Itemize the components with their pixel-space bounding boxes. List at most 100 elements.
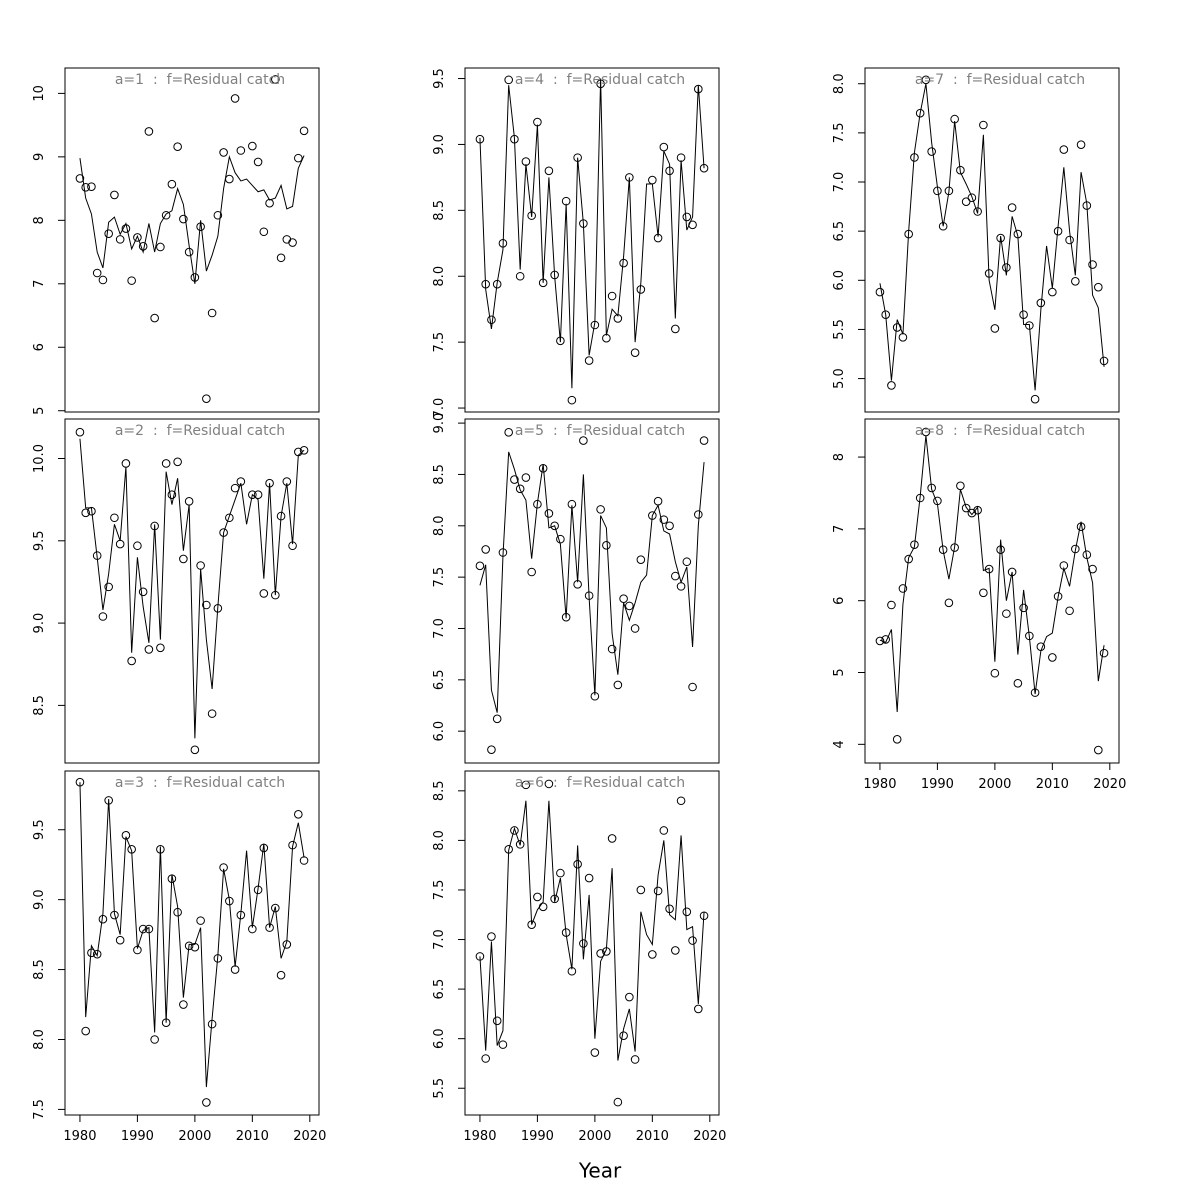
data-point [487, 745, 496, 754]
data-point [671, 946, 680, 955]
data-point [1007, 203, 1017, 212]
y-tick-label: 8 [832, 453, 847, 461]
data-point [253, 490, 263, 500]
data-point [75, 174, 85, 183]
data-point [653, 886, 663, 896]
data-point [990, 668, 1000, 678]
data-point [619, 1031, 628, 1040]
x-tick-label: 2020 [1093, 777, 1126, 792]
data-point [1030, 394, 1040, 404]
data-point [253, 157, 263, 167]
data-point [1048, 653, 1057, 662]
data-point [81, 1026, 90, 1036]
data-point [990, 324, 1000, 333]
data-point [648, 175, 657, 185]
y-tick-label: 9.0 [432, 134, 447, 155]
data-point [504, 75, 513, 85]
data-point [544, 509, 554, 518]
data-point [887, 381, 896, 390]
data-point [498, 1040, 508, 1049]
plot-frame [464, 418, 720, 764]
fitted-line [479, 451, 705, 713]
data-point [510, 475, 519, 484]
data-point [184, 247, 194, 257]
data-point [92, 268, 102, 278]
y-tick-label: 5.0 [832, 368, 847, 389]
y-tick-label: 9.0 [32, 889, 47, 910]
fitted-line [479, 78, 705, 389]
data-point [167, 490, 177, 500]
y-tick-label: 8.0 [432, 266, 447, 287]
data-point [544, 779, 554, 789]
y-tick-label: 7.5 [432, 567, 447, 588]
data-point [150, 1035, 159, 1044]
x-tick-label: 1980 [863, 777, 896, 792]
data-point [875, 287, 885, 297]
y-tick-label: 8.5 [432, 200, 447, 221]
data-point [625, 601, 634, 611]
data-point [875, 636, 885, 646]
data-point [276, 970, 286, 980]
y-tick-label: 5 [832, 668, 847, 676]
data-point [521, 780, 531, 790]
data-point [550, 521, 559, 531]
panel: 5.0 5.5 6.0 6.5 7.0 7.5 8.0 a=7 : f=Residual ca… [832, 67, 1120, 413]
y-tick-label: 7.5 [432, 332, 447, 353]
panel: 6.0 6.5 7.0 7.5 8.0 8.5 9.0 a=5 : f=Residual ca… [432, 413, 720, 764]
data-point [133, 541, 142, 551]
data-point [271, 903, 280, 913]
data-point [973, 505, 982, 515]
data-point [630, 624, 640, 633]
data-point [1094, 745, 1103, 755]
data-point [202, 600, 211, 610]
data-point [625, 992, 634, 1002]
panel-title: a=2 : f=Residual catch [115, 423, 285, 439]
y-tick-label: 7.5 [432, 880, 447, 901]
panel: 7.5 8.0 8.5 9.0 9.5 1980 1990 2000 2010 2020 a=3 :… [32, 770, 326, 1144]
data-point [607, 644, 617, 654]
data-point [167, 179, 177, 189]
y-tick-label: 6 [832, 597, 847, 605]
data-point [179, 554, 188, 564]
data-point [492, 1016, 502, 1026]
y-tick-label: 8.0 [432, 515, 447, 536]
panel-title: a=3 : f=Residual catch [115, 775, 285, 791]
data-point [184, 941, 194, 951]
data-point [481, 1054, 490, 1063]
data-point [1013, 678, 1023, 688]
data-point [271, 75, 280, 84]
data-point [248, 141, 257, 151]
data-point [492, 714, 502, 724]
data-point [544, 166, 554, 176]
data-point [87, 506, 96, 516]
x-tick-label: 2020 [693, 1129, 726, 1144]
y-tick-label: 8.5 [32, 695, 47, 716]
data-point [1048, 287, 1057, 297]
data-point [944, 598, 954, 608]
data-point [1071, 276, 1080, 286]
data-point [81, 183, 90, 192]
data-point [682, 907, 692, 917]
data-point [688, 682, 697, 692]
data-point [207, 308, 217, 318]
data-point [196, 561, 205, 570]
y-tick-label: 7.0 [432, 929, 447, 950]
data-point [694, 510, 703, 519]
y-tick-label: 8 [32, 216, 47, 224]
data-point [961, 197, 971, 206]
plot-frame [64, 67, 320, 413]
data-point [92, 949, 102, 959]
data-point [892, 735, 902, 744]
data-point [299, 445, 309, 455]
y-tick-label: 8.0 [32, 1029, 47, 1050]
data-point [294, 153, 303, 163]
data-point [579, 436, 588, 445]
y-tick-label: 7.5 [832, 123, 847, 144]
data-point [475, 561, 485, 571]
data-point [487, 315, 496, 325]
y-tick-label: 5 [32, 407, 47, 415]
panel-title: a=8 : f=Residual catch [915, 423, 1085, 439]
data-point [81, 508, 90, 518]
data-point [115, 935, 125, 945]
